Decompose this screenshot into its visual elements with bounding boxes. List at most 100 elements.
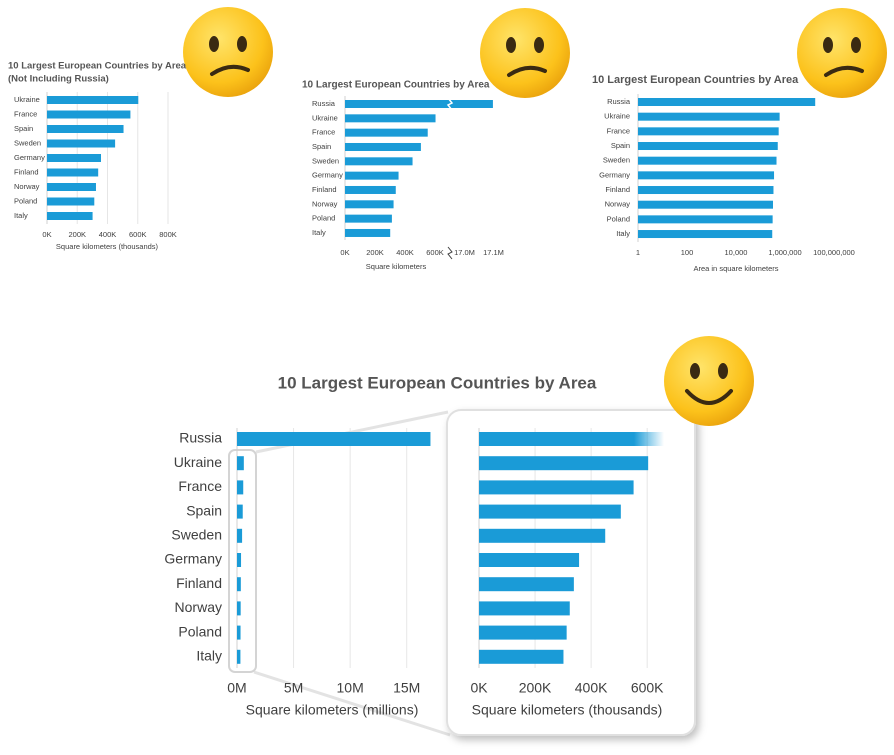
bar <box>345 114 436 123</box>
bar <box>638 142 778 151</box>
category-label: Sweden <box>312 156 339 165</box>
bar <box>638 171 775 180</box>
x-tick-label: 200K <box>519 680 552 696</box>
category-label: Russia <box>607 97 631 106</box>
x-tick-label: 600K <box>631 680 664 696</box>
bar <box>237 456 244 471</box>
category-label: Finland <box>14 167 39 176</box>
bar <box>479 577 574 592</box>
zoom-connector <box>253 670 451 737</box>
x-tick-label: 100 <box>681 248 694 257</box>
category-label: Poland <box>14 196 37 205</box>
category-label: Germany <box>312 171 343 180</box>
bar <box>479 432 634 446</box>
x-tick-label: 1,000,000 <box>768 248 801 257</box>
x-tick-label: 100,000,000 <box>813 248 855 257</box>
bar <box>237 553 242 567</box>
bar <box>47 154 101 162</box>
bar <box>345 200 394 209</box>
bar <box>479 553 580 567</box>
bar <box>345 171 399 180</box>
x-axis-label: Square kilometers <box>366 262 427 271</box>
category-label: Italy <box>312 228 326 237</box>
x-tick-label: 600K <box>426 248 444 257</box>
x-axis-label: Square kilometers (thousands) <box>472 702 663 718</box>
bar <box>47 125 124 133</box>
x-tick-label: 600K <box>129 230 147 239</box>
category-label: Norway <box>175 599 222 615</box>
bar <box>47 139 116 148</box>
bar <box>237 577 241 592</box>
category-label: Germany <box>14 153 45 162</box>
category-label: Sweden <box>14 138 41 147</box>
chart-title: 10 Largest European Countries by Area <box>302 80 490 91</box>
bar <box>345 100 493 108</box>
confused-emoji <box>797 8 887 98</box>
category-label: France <box>607 126 630 135</box>
category-label: Sweden <box>171 527 222 543</box>
category-label: Norway <box>14 182 40 191</box>
x-axis-label: Area in square kilometers <box>693 264 778 273</box>
category-label: Finland <box>605 185 630 194</box>
x-tick-label: 1 <box>636 248 640 257</box>
category-label: Norway <box>605 200 631 209</box>
x-tick-label: 400K <box>99 230 117 239</box>
bar-fade <box>634 432 664 446</box>
bar <box>237 601 241 616</box>
bar <box>345 214 392 223</box>
bar <box>345 128 428 137</box>
smiling-emoji <box>664 336 754 426</box>
chart-title: 10 Largest European Countries by Area <box>8 61 187 72</box>
x-tick-label: 17.1M <box>483 248 504 257</box>
x-axis-label: Square kilometers (millions) <box>246 702 419 718</box>
bar <box>638 215 773 224</box>
x-tick-label: 0K <box>340 248 349 257</box>
category-label: Poland <box>607 214 630 223</box>
bar <box>237 480 244 495</box>
bar <box>345 157 413 166</box>
bar <box>47 168 99 177</box>
x-tick-label: 200K <box>366 248 384 257</box>
category-label: Italy <box>616 229 630 238</box>
category-label: Finland <box>312 185 337 194</box>
category-label: Ukraine <box>604 112 630 121</box>
bar <box>479 456 649 471</box>
x-tick-label: 15M <box>393 680 420 696</box>
category-label: Ukraine <box>174 454 222 470</box>
bar <box>237 504 243 519</box>
x-tick-label: 800K <box>159 230 177 239</box>
x-tick-label: 0K <box>470 680 488 696</box>
chart-title: 10 Largest European Countries by Area <box>592 74 799 86</box>
category-label: Italy <box>14 211 28 220</box>
category-label: Germany <box>599 170 630 179</box>
x-tick-label: 200K <box>68 230 86 239</box>
axis-break <box>446 97 454 111</box>
category-label: Norway <box>312 199 338 208</box>
category-label: Poland <box>312 214 335 223</box>
category-label: Russia <box>179 430 222 446</box>
bar <box>479 528 606 543</box>
category-label: Spain <box>312 142 331 151</box>
bar <box>638 186 774 195</box>
category-label: France <box>312 128 335 137</box>
category-label: Sweden <box>603 156 630 165</box>
x-tick-label: 17.0M <box>454 248 475 257</box>
bar <box>638 98 816 106</box>
x-tick-label: 400K <box>575 680 608 696</box>
x-tick-label: 10M <box>337 680 364 696</box>
x-tick-label: 400K <box>396 248 414 257</box>
bar <box>479 601 570 616</box>
category-label: France <box>178 478 222 494</box>
bar <box>237 625 241 640</box>
bar <box>237 649 241 664</box>
category-label: Ukraine <box>312 113 338 122</box>
category-label: Finland <box>176 575 222 591</box>
zoom-region <box>228 449 257 673</box>
bar <box>479 625 567 640</box>
bar <box>47 110 131 119</box>
chart-title: (Not Including Russia) <box>8 74 109 85</box>
category-label: Russia <box>312 99 336 108</box>
bar <box>638 112 780 121</box>
category-label: France <box>14 109 37 118</box>
